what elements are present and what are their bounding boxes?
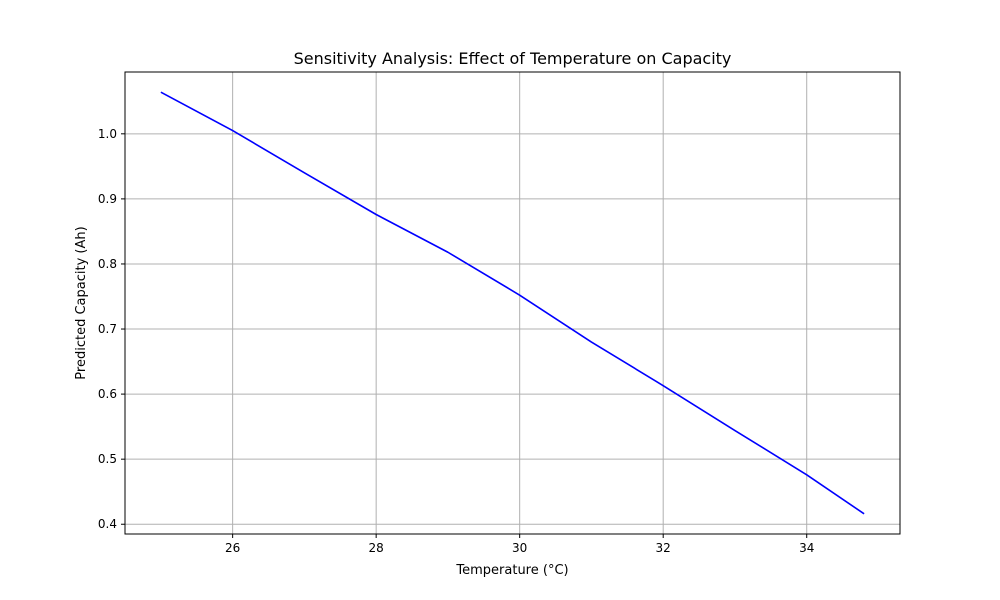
x-tick-label: 28 [369,541,384,555]
y-tick-label: 1.0 [98,127,117,141]
y-axis-label: Predicted Capacity (Ah) [74,226,89,379]
x-tick-label: 34 [799,541,814,555]
y-tick-label: 0.7 [98,322,117,336]
y-tick-label: 0.8 [98,257,117,271]
chart-title: Sensitivity Analysis: Effect of Temperat… [294,49,732,68]
x-tick-label: 32 [656,541,671,555]
y-tick-label: 0.6 [98,387,117,401]
y-tick-label: 0.4 [98,517,117,531]
x-tick-label: 30 [512,541,527,555]
grid [125,72,900,534]
y-tick-label: 0.9 [98,192,117,206]
x-axis-label: Temperature (°C) [455,563,568,578]
x-tick-label: 26 [225,541,240,555]
series-layer [160,91,865,515]
y-tick-label: 0.5 [98,452,117,466]
series-line [160,91,865,515]
ticks: 26 28 30 32 34 0.4 0.5 0.6 0.7 0.8 0.9 1.0 [98,127,814,555]
plot-frame [124,71,901,535]
